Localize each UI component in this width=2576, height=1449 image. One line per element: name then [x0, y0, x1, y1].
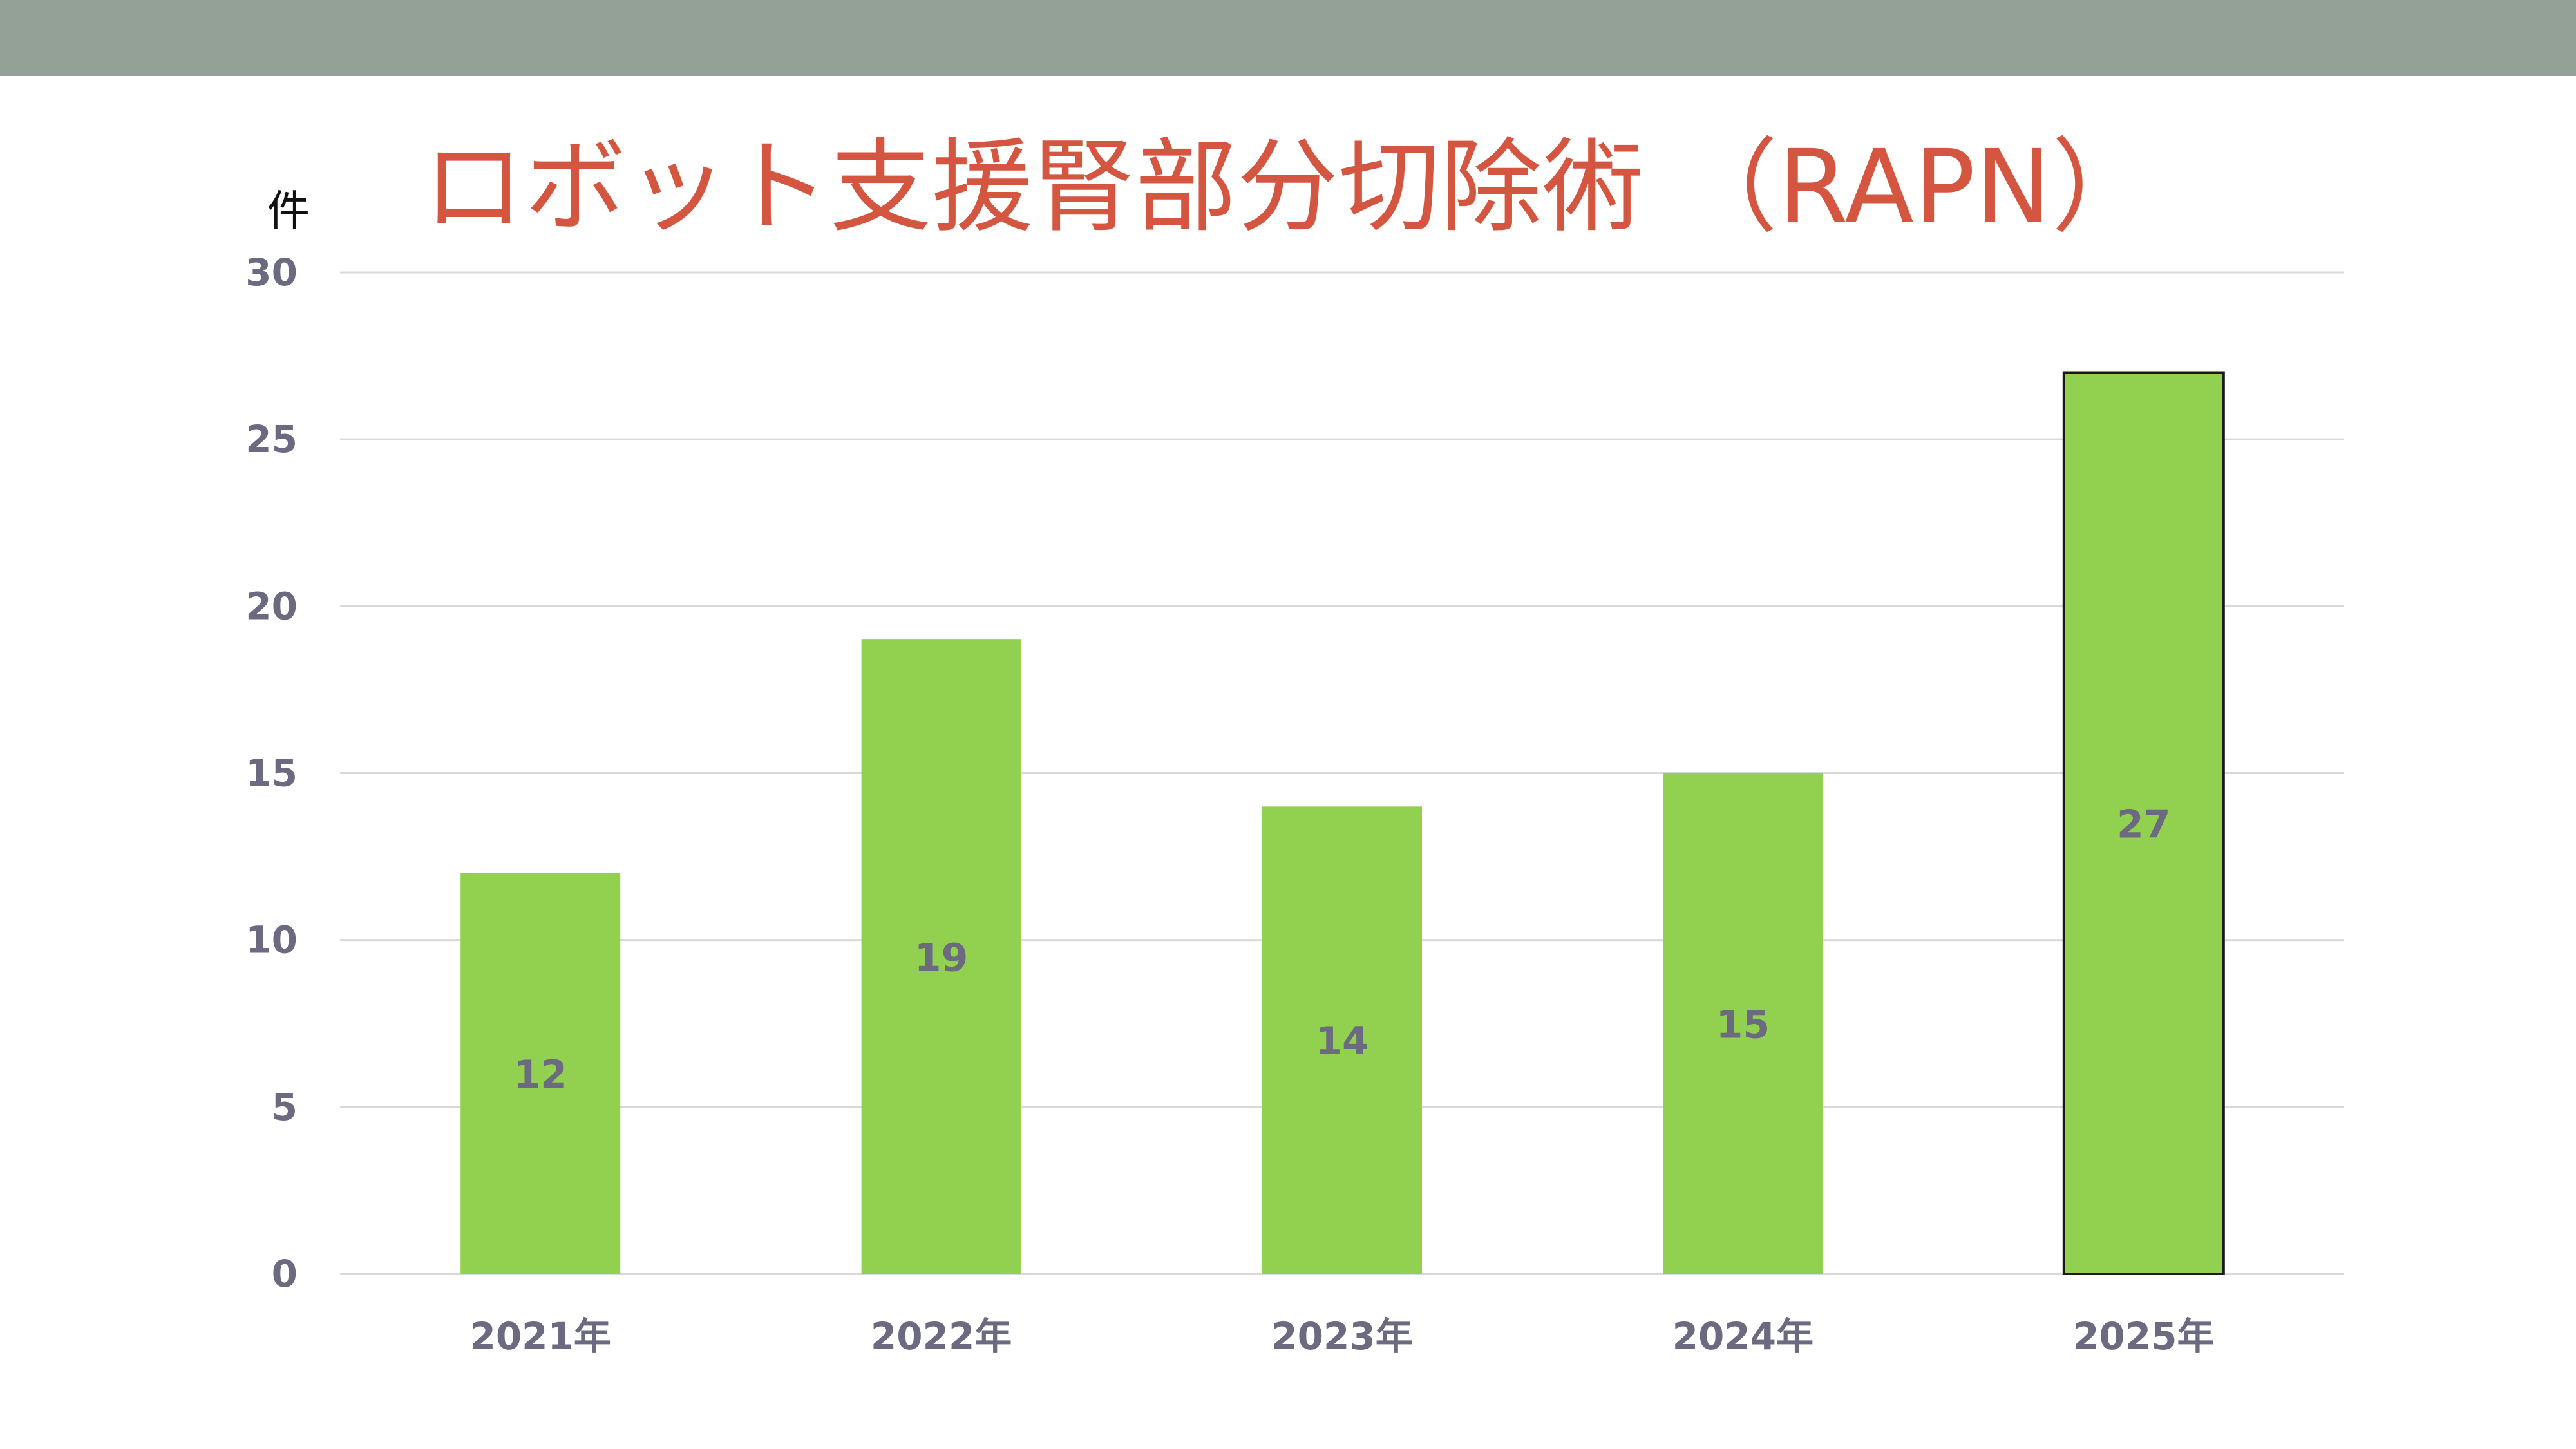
- y-tick-label-0: 0: [272, 1252, 298, 1296]
- y-tick-label-5: 5: [272, 1085, 298, 1129]
- data-label-2023年: 14: [1315, 1019, 1369, 1064]
- header-band: [0, 0, 2576, 76]
- chart-title: ロボット支援腎部分切除術 （RAPN）: [422, 128, 2154, 247]
- y-tick-label-20: 20: [245, 584, 298, 628]
- data-label-2021年: 12: [513, 1052, 567, 1097]
- y-tick-label-15: 15: [245, 752, 298, 795]
- data-label-2025年: 27: [2117, 802, 2171, 847]
- y-axis-unit-label: 件: [267, 186, 310, 236]
- bar-2025年: [2062, 371, 2225, 1275]
- x-axis-ticks: 2021年 2022年 2023年 2024年 2025年: [469, 1314, 2214, 1358]
- x-tick-label-2023年: 2023年: [1271, 1314, 1412, 1358]
- bar-2023年: [1262, 806, 1422, 1274]
- data-labels: 12 19 14 15 27: [513, 802, 2170, 1097]
- x-tick-label-2025年: 2025年: [2073, 1314, 2214, 1358]
- data-label-2022年: 19: [914, 936, 969, 981]
- y-tick-label-10: 10: [245, 918, 298, 962]
- bar-2024年: [1663, 773, 1823, 1274]
- x-tick-label-2024年: 2024年: [1672, 1314, 1814, 1358]
- bar-2022年: [861, 639, 1021, 1274]
- x-tick-label-2022年: 2022年: [871, 1314, 1012, 1358]
- bars: [460, 371, 2225, 1275]
- x-tick-label-2021年: 2021年: [469, 1314, 611, 1358]
- y-tick-label-25: 25: [245, 417, 298, 461]
- y-axis-ticks: 0 5 10 15 20 25 30: [245, 251, 298, 1296]
- y-tick-label-30: 30: [245, 251, 298, 294]
- bar-2021年: [460, 873, 621, 1274]
- data-label-2024年: 15: [1716, 1002, 1770, 1047]
